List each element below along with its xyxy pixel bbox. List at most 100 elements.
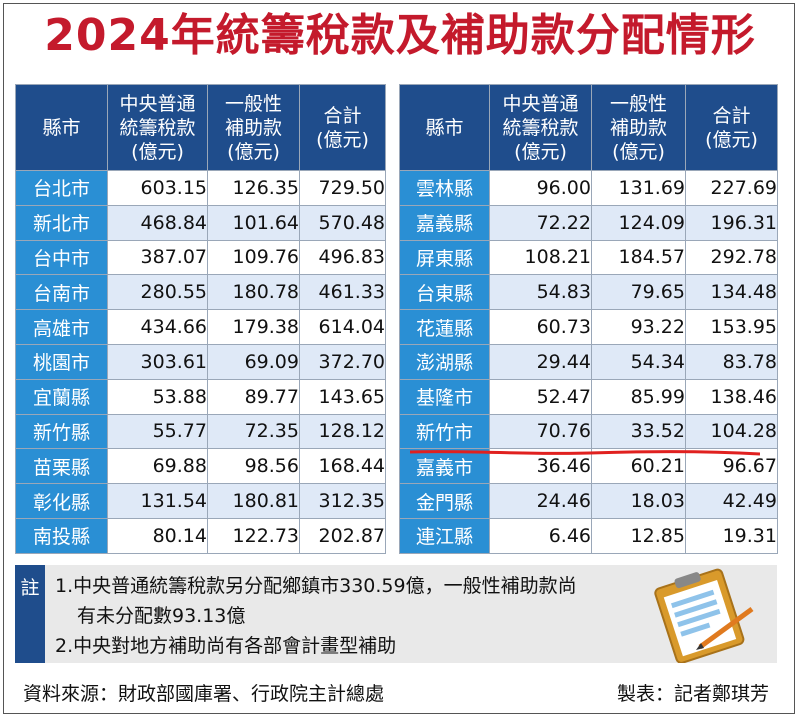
table-row: 雲林縣 96.00 131.69 227.69 [399,170,778,206]
subsidy-cell: 69.09 [207,343,300,380]
total-cell: 461.33 [299,274,386,311]
county-cell: 基隆市 [399,378,490,415]
county-cell: 彰化縣 [15,483,108,519]
total-cell: 168.44 [299,448,386,485]
county-cell: 台南市 [15,274,108,311]
tax-cell: 60.73 [489,309,592,345]
table-row: 台北市 603.15 126.35 729.50 [15,170,386,206]
total-cell: 153.95 [685,309,778,345]
county-cell: 台東縣 [399,274,490,311]
table-row: 苗栗縣 69.88 98.56 168.44 [15,448,386,485]
tax-cell: 24.46 [489,483,592,519]
table-row: 宜蘭縣 53.88 89.77 143.65 [15,378,386,415]
tax-cell: 387.07 [107,239,208,276]
county-cell: 台北市 [15,170,108,206]
note-2: 2.中央對地方補助尚有各部會計畫型補助 [55,635,397,657]
header-county: 縣市 [15,84,108,171]
total-cell: 496.83 [299,239,386,276]
subsidy-cell: 33.52 [591,413,686,450]
allocation-table-right: 縣市 中央普通 統籌稅款 (億元) 一般性 補助款 (億元) 合計 (億元) 雲林縣 96.… [399,84,778,554]
table-row: 屏東縣 108.21 184.57 292.78 [399,239,778,276]
table-header-row: 縣市 中央普通 統籌稅款 (億元) 一般性 補助款 (億元) 合計 (億元) [399,84,778,171]
tax-cell: 54.83 [489,274,592,311]
county-cell: 花蓮縣 [399,309,490,345]
county-cell: 苗栗縣 [15,448,108,485]
table-row: 台南市 280.55 180.78 461.33 [15,274,386,311]
subsidy-cell: 184.57 [591,239,686,276]
total-cell: 312.35 [299,483,386,519]
red-underline-mark [410,450,760,456]
county-cell: 高雄市 [15,309,108,345]
note-1: 1.中央普通統籌稅款另分配鄉鎮市330.59億，一般性補助款尚 [55,575,577,597]
tax-cell: 70.76 [489,413,592,450]
subsidy-cell: 18.03 [591,483,686,519]
subsidy-cell: 79.65 [591,274,686,311]
tax-cell: 434.66 [107,309,208,345]
subsidy-cell: 101.64 [207,204,300,241]
subsidy-cell: 60.21 [591,448,686,485]
total-cell: 134.48 [685,274,778,311]
total-cell: 202.87 [299,517,386,554]
header-tax: 中央普通 統籌稅款 (億元) [489,84,592,171]
table-row: 連江縣 6.46 12.85 19.31 [399,517,778,554]
table-row: 新竹市 70.76 33.52 104.28 [399,413,778,450]
total-cell: 227.69 [685,170,778,206]
county-cell: 新竹縣 [15,413,108,450]
table-row: 基隆市 52.47 85.99 138.46 [399,378,778,415]
allocation-table-left: 縣市 中央普通 統籌稅款 (億元) 一般性 補助款 (億元) 合計 (億元) 台北市 603… [15,84,386,554]
footer: 資料來源：財政部國庫署、行政院主計總處 製表：記者鄭琪芳 [15,675,777,705]
subsidy-cell: 93.22 [591,309,686,345]
total-cell: 372.70 [299,343,386,380]
table-row: 嘉義市 36.46 60.21 96.67 [399,448,778,485]
subsidy-cell: 126.35 [207,170,300,206]
header-tax: 中央普通 統籌稅款 (億元) [107,84,208,171]
tax-cell: 108.21 [489,239,592,276]
table-row: 彰化縣 131.54 180.81 312.35 [15,483,386,519]
tax-cell: 303.61 [107,343,208,380]
header-subsidy: 一般性 補助款 (億元) [591,84,686,171]
table-row: 台東縣 54.83 79.65 134.48 [399,274,778,311]
table-header-row: 縣市 中央普通 統籌稅款 (億元) 一般性 補助款 (億元) 合計 (億元) [15,84,386,171]
subsidy-cell: 54.34 [591,343,686,380]
header-subsidy: 一般性 補助款 (億元) [207,84,300,171]
subsidy-cell: 109.76 [207,239,300,276]
subsidy-cell: 131.69 [591,170,686,206]
county-cell: 台中市 [15,239,108,276]
credit: 製表：記者鄭琪芳 [616,683,769,705]
subsidy-cell: 180.81 [207,483,300,519]
county-cell: 屏東縣 [399,239,490,276]
header-county: 縣市 [399,84,490,171]
subsidy-cell: 179.38 [207,309,300,345]
subsidy-cell: 12.85 [591,517,686,554]
county-cell: 澎湖縣 [399,343,490,380]
total-cell: 96.67 [685,448,778,485]
page-title: 2024年統籌稅款及補助款分配情形 [44,10,756,61]
subsidy-cell: 124.09 [591,204,686,241]
table-row: 高雄市 434.66 179.38 614.04 [15,309,386,345]
total-cell: 19.31 [685,517,778,554]
total-cell: 138.46 [685,378,778,415]
tax-cell: 36.46 [489,448,592,485]
clipboard-icon [654,568,754,663]
county-cell: 宜蘭縣 [15,378,108,415]
table-row: 新北市 468.84 101.64 570.48 [15,204,386,241]
table-row: 台中市 387.07 109.76 496.83 [15,239,386,276]
total-cell: 143.65 [299,378,386,415]
total-cell: 729.50 [299,170,386,206]
tax-cell: 29.44 [489,343,592,380]
total-cell: 292.78 [685,239,778,276]
table-row: 花蓮縣 60.73 93.22 153.95 [399,309,778,345]
total-cell: 42.49 [685,483,778,519]
note-1-continued: 有未分配數93.13億 [77,605,246,627]
total-cell: 104.28 [685,413,778,450]
county-cell: 南投縣 [15,517,108,554]
county-cell: 連江縣 [399,517,490,554]
data-source: 資料來源：財政部國庫署、行政院主計總處 [23,683,385,705]
notes-tag: 註 [15,565,45,663]
header-total: 合計 (億元) [685,84,778,171]
county-cell: 金門縣 [399,483,490,519]
total-cell: 83.78 [685,343,778,380]
total-cell: 196.31 [685,204,778,241]
county-cell: 桃園市 [15,343,108,380]
county-cell: 新北市 [15,204,108,241]
